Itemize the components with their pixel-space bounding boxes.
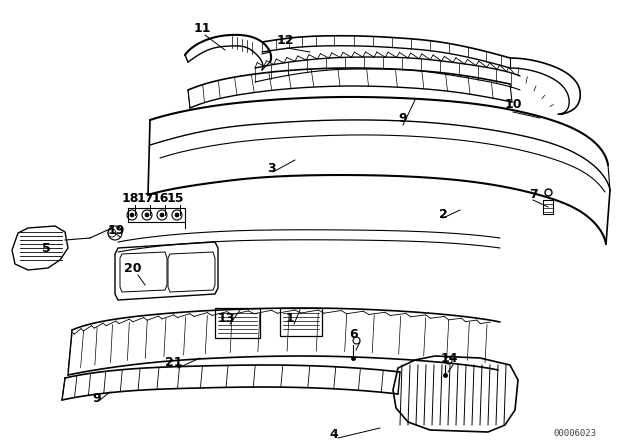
- Text: 7: 7: [529, 188, 538, 201]
- Text: 20: 20: [124, 262, 141, 275]
- Text: 00006023: 00006023: [553, 429, 596, 438]
- Circle shape: [160, 213, 164, 217]
- Text: 1: 1: [285, 311, 294, 324]
- FancyBboxPatch shape: [215, 308, 260, 338]
- Text: 15: 15: [166, 191, 184, 204]
- Text: 12: 12: [276, 34, 294, 47]
- Text: 2: 2: [438, 208, 447, 221]
- Text: 6: 6: [349, 328, 358, 341]
- Text: 16: 16: [151, 191, 169, 204]
- FancyBboxPatch shape: [280, 308, 322, 336]
- Circle shape: [145, 213, 149, 217]
- Text: 21: 21: [165, 357, 183, 370]
- Text: 18: 18: [122, 191, 139, 204]
- Text: 17: 17: [136, 191, 154, 204]
- Text: 3: 3: [268, 161, 276, 175]
- Circle shape: [130, 213, 134, 217]
- Text: 10: 10: [504, 99, 522, 112]
- Text: 13: 13: [218, 311, 235, 324]
- Text: 11: 11: [193, 22, 211, 34]
- Text: 4: 4: [330, 428, 339, 441]
- Text: 9: 9: [93, 392, 101, 405]
- Text: 9: 9: [399, 112, 407, 125]
- Text: 14: 14: [440, 352, 458, 365]
- FancyBboxPatch shape: [543, 200, 553, 214]
- Text: 5: 5: [42, 241, 51, 254]
- Circle shape: [175, 213, 179, 217]
- Text: 19: 19: [108, 224, 125, 237]
